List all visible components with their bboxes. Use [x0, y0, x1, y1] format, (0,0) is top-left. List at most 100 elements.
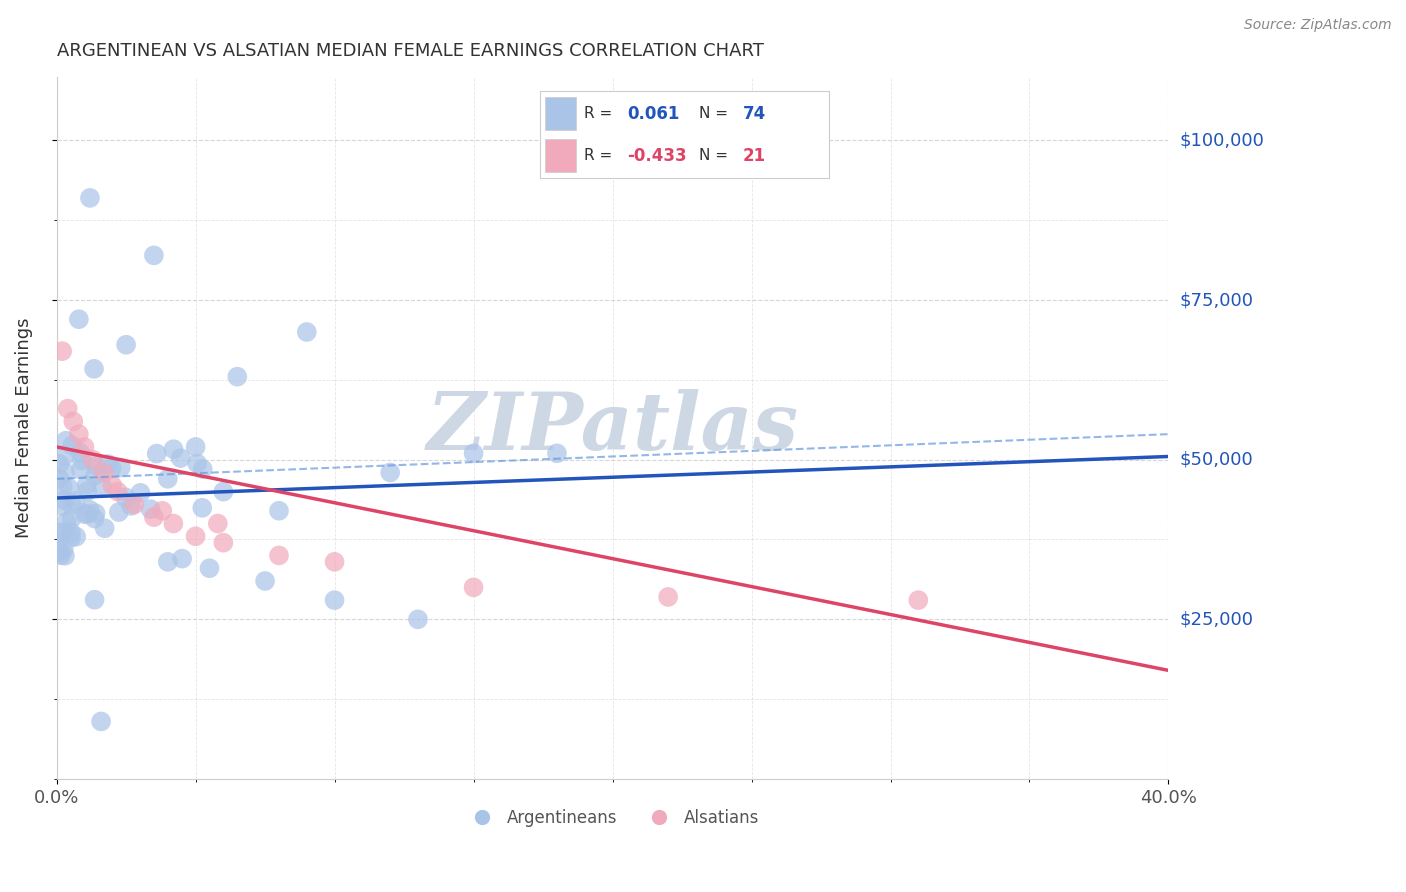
Point [82, 452, 104, 467]
Point [60, 511, 83, 525]
Point [84, 506, 107, 520]
Point [142, 510, 165, 524]
Point [169, 451, 191, 466]
Point [49, 548, 72, 562]
Point [83, 511, 105, 525]
Point [267, 504, 290, 518]
Point [48, 534, 70, 549]
Point [162, 442, 184, 457]
Point [115, 337, 138, 351]
Point [323, 593, 346, 607]
Point [139, 502, 162, 516]
Point [90, 714, 112, 729]
Point [76, 484, 98, 499]
Text: $75,000: $75,000 [1180, 291, 1254, 309]
Point [76, 507, 98, 521]
Point [53, 549, 76, 563]
Point [93, 466, 115, 480]
Point [97, 457, 120, 471]
Point [172, 551, 194, 566]
Point [60, 498, 83, 512]
Point [198, 561, 221, 575]
Point [48, 457, 70, 471]
Point [69, 462, 91, 476]
Point [56, 401, 79, 416]
Point [162, 516, 184, 531]
Point [657, 590, 679, 604]
Point [212, 484, 235, 499]
Point [52, 480, 75, 494]
Text: $100,000: $100,000 [1180, 131, 1264, 150]
Point [55, 434, 77, 448]
Text: ZIPatlas: ZIPatlas [426, 389, 799, 467]
Point [65, 530, 87, 544]
Point [129, 486, 152, 500]
Point [52, 524, 75, 539]
Point [254, 574, 277, 588]
Point [323, 555, 346, 569]
Point [226, 369, 249, 384]
Point [101, 478, 124, 492]
Point [110, 460, 132, 475]
Point [156, 555, 179, 569]
Point [53, 493, 76, 508]
Point [79, 191, 101, 205]
Point [76, 478, 98, 492]
Point [48, 526, 70, 541]
Point [907, 593, 929, 607]
Point [212, 535, 235, 549]
Text: $50,000: $50,000 [1180, 450, 1253, 468]
Point [84, 468, 107, 483]
Point [83, 592, 105, 607]
Point [406, 612, 429, 626]
Text: Source: ZipAtlas.com: Source: ZipAtlas.com [1244, 18, 1392, 32]
Point [93, 521, 115, 535]
Point [67, 312, 90, 326]
Point [75, 508, 97, 522]
Point [90, 479, 112, 493]
Point [51, 344, 73, 359]
Point [53, 465, 76, 479]
Point [145, 447, 167, 461]
Point [73, 440, 96, 454]
Text: ARGENTINEAN VS ALSATIAN MEDIAN FEMALE EARNINGS CORRELATION CHART: ARGENTINEAN VS ALSATIAN MEDIAN FEMALE EA… [56, 42, 763, 60]
Point [150, 504, 173, 518]
Point [79, 503, 101, 517]
Point [207, 516, 229, 531]
Point [107, 484, 129, 499]
Point [59, 525, 82, 540]
Point [142, 248, 165, 262]
Point [83, 361, 105, 376]
Point [267, 549, 290, 563]
Point [70, 453, 93, 467]
Point [58, 481, 80, 495]
Point [100, 461, 122, 475]
Legend: Argentineans, Alsatians: Argentineans, Alsatians [458, 803, 766, 834]
Point [60, 438, 83, 452]
Point [156, 472, 179, 486]
Y-axis label: Median Female Earnings: Median Female Earnings [15, 318, 32, 538]
Point [62, 414, 84, 428]
Text: $25,000: $25,000 [1180, 610, 1254, 628]
Point [48, 472, 70, 486]
Point [60, 531, 83, 545]
Point [380, 466, 402, 480]
Point [186, 456, 208, 470]
Point [53, 449, 76, 463]
Point [84, 458, 107, 473]
Point [120, 499, 142, 513]
Point [124, 497, 146, 511]
Point [114, 490, 136, 504]
Point [184, 529, 207, 543]
Point [51, 499, 73, 513]
Point [295, 325, 318, 339]
Point [55, 515, 77, 529]
Point [65, 494, 87, 508]
Point [67, 427, 90, 442]
Point [48, 545, 70, 559]
Point [108, 505, 131, 519]
Point [191, 462, 214, 476]
Point [184, 440, 207, 454]
Point [463, 446, 485, 460]
Point [191, 500, 214, 515]
